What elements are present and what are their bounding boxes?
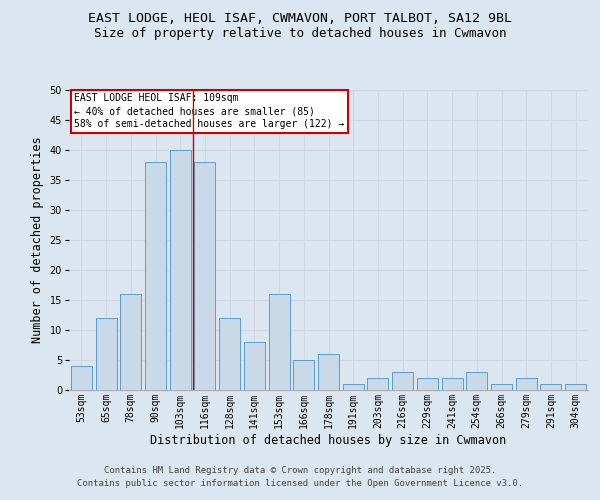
Bar [293, 360, 314, 390]
Y-axis label: Number of detached properties: Number of detached properties [31, 136, 44, 344]
Bar [442, 378, 463, 390]
Bar [466, 372, 487, 390]
Bar [269, 294, 290, 390]
Bar [120, 294, 141, 390]
Bar [491, 384, 512, 390]
X-axis label: Distribution of detached houses by size in Cwmavon: Distribution of detached houses by size … [151, 434, 506, 446]
Bar [170, 150, 191, 390]
Text: Size of property relative to detached houses in Cwmavon: Size of property relative to detached ho… [94, 28, 506, 40]
Bar [95, 318, 116, 390]
Bar [219, 318, 240, 390]
Bar [392, 372, 413, 390]
Bar [417, 378, 438, 390]
Bar [194, 162, 215, 390]
Bar [343, 384, 364, 390]
Bar [541, 384, 562, 390]
Bar [145, 162, 166, 390]
Text: EAST LODGE, HEOL ISAF, CWMAVON, PORT TALBOT, SA12 9BL: EAST LODGE, HEOL ISAF, CWMAVON, PORT TAL… [88, 12, 512, 26]
Text: EAST LODGE HEOL ISAF: 109sqm
← 40% of detached houses are smaller (85)
58% of se: EAST LODGE HEOL ISAF: 109sqm ← 40% of de… [74, 93, 344, 130]
Bar [244, 342, 265, 390]
Bar [367, 378, 388, 390]
Bar [71, 366, 92, 390]
Bar [565, 384, 586, 390]
Bar [516, 378, 537, 390]
Text: Contains HM Land Registry data © Crown copyright and database right 2025.
Contai: Contains HM Land Registry data © Crown c… [77, 466, 523, 487]
Bar [318, 354, 339, 390]
